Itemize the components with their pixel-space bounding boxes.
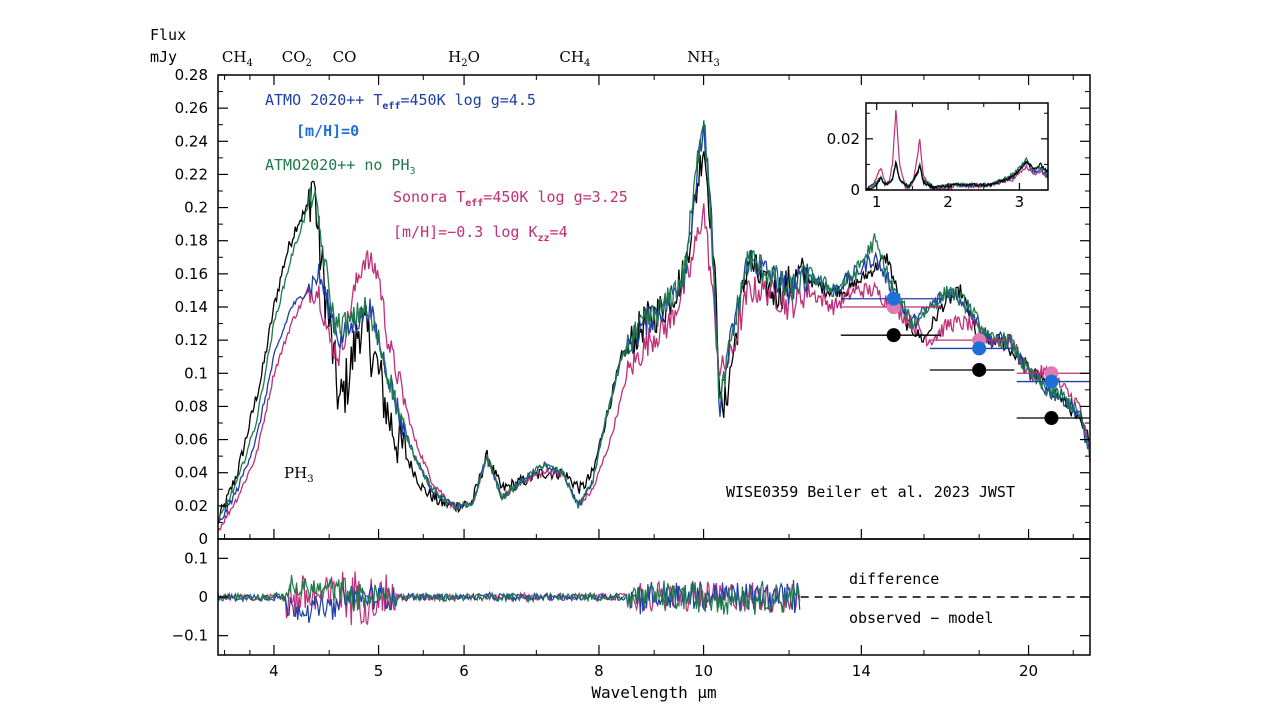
atmo-label: ATMO 2020++ Teff=450K log g=4.5: [265, 91, 536, 112]
y-tick-label: 0.28: [175, 66, 208, 84]
ph3-label: PH3: [284, 464, 314, 485]
y-tick-label: 0.18: [175, 232, 208, 250]
atmo-metallicity-label: [m/H]=0: [296, 122, 359, 140]
photometry-point-observed-21: [1044, 411, 1059, 426]
photometry-point-atmo-15: [886, 291, 901, 306]
inset-ticks: 1 2 3 0 0.02: [827, 103, 1048, 211]
inset-frame: [865, 102, 1049, 191]
y-tick-label: 0.12: [175, 331, 208, 349]
photometry-point-atmo-18: [972, 341, 987, 356]
x-tick-label: 6: [459, 662, 469, 680]
residual-panel: 0.1 0 −0.1 4 5 6 8 10 14 20: [172, 538, 1091, 680]
inset-line-observed: [866, 159, 1049, 191]
residual-x-ticks: 4 5 6 8 10 14 20: [224, 645, 1074, 680]
inset-y-tick-label: 0: [850, 181, 860, 199]
y-tick-label: 0.06: [175, 431, 208, 449]
sonora-label: Sonora Teff=450K log g=3.25: [393, 188, 628, 209]
y-tick-label: 0.2: [184, 199, 208, 217]
y-axis-ticks: 0 0.02 0.04 0.06 0.08 0.1 0.12 0.14 0.16 0.18 0.2 0…: [175, 66, 1090, 548]
x-tick-label: 14: [852, 662, 871, 680]
molecule-label: CH4: [222, 48, 253, 69]
spectrum-panel: 0 0.02 0.04 0.06 0.08 0.1 0.12 0.14 0.16 0.18 0.2 0…: [175, 66, 1091, 548]
inset-x-tick-label: 2: [943, 193, 953, 211]
y-tick-label: 0.02: [175, 497, 208, 515]
y-tick-label: 0: [198, 530, 208, 548]
inset-y-tick-label: 0.02: [827, 130, 860, 148]
residual-line-atmo_no_ph3: [217, 574, 801, 616]
residual-y-tick-label: 0: [198, 588, 208, 606]
y-tick-label: 0.16: [175, 265, 208, 283]
series-line-sonora: [217, 203, 1091, 532]
inset-x-tick-label: 1: [872, 193, 882, 211]
molecule-label: CO2: [282, 48, 312, 69]
y-axis-label-line2: mJy: [150, 48, 177, 66]
series-line-atmo_no_ph3: [217, 122, 1091, 523]
molecule-label: H2O: [448, 48, 480, 69]
sonora-metallicity-label: [m/H]=−0.3 log Kzz=4: [393, 223, 568, 244]
photometry-point-observed-18: [972, 362, 987, 377]
residual-y-tick-label: −0.1: [172, 627, 208, 645]
residual-label-difference: difference: [849, 570, 939, 588]
y-tick-label: 0.14: [175, 298, 208, 316]
x-tick-label: 8: [594, 662, 604, 680]
residual-series: [217, 571, 1090, 626]
x-axis-label: Wavelength µm: [591, 683, 716, 702]
x-axis-ticks: [224, 75, 1074, 539]
y-tick-label: 0.08: [175, 397, 208, 415]
source-label: WISE0359 Beiler et al. 2023 JWST: [726, 483, 1015, 501]
molecule-label: NH3: [687, 48, 720, 69]
inset-panel: 1 2 3 0 0.02: [827, 102, 1049, 211]
y-tick-label: 0.26: [175, 99, 208, 117]
residual-y-ticks: 0.1 0 −0.1: [172, 549, 1090, 645]
x-tick-label: 5: [374, 662, 384, 680]
molecule-label: CO: [333, 48, 357, 66]
x-tick-label: 20: [1019, 662, 1038, 680]
y-axis-label-line1: Flux: [150, 26, 186, 44]
inset-x-tick-label: 3: [1015, 193, 1025, 211]
molecule-label: CH4: [559, 48, 590, 69]
inset-series: [865, 110, 1049, 192]
y-tick-label: 0.04: [175, 464, 208, 482]
y-tick-label: 0.24: [175, 132, 208, 150]
y-tick-label: 0.1: [184, 364, 208, 382]
spectrum-series: [217, 120, 1091, 532]
residual-y-tick-label: 0.1: [184, 549, 208, 567]
y-tick-label: 0.22: [175, 165, 208, 183]
photometry-point-atmo-21: [1044, 374, 1059, 389]
x-tick-label: 10: [694, 662, 713, 680]
residual-label-observed-minus-model: observed − model: [849, 609, 994, 627]
photometry-point-observed-15: [886, 328, 901, 343]
photometry-points: [840, 291, 1090, 426]
x-tick-label: 4: [269, 662, 279, 680]
molecule-labels: CH4 CO2 CO H2O CH4 NH3: [222, 48, 720, 69]
atmo-no-ph3-label: ATMO2020++ no PH3: [265, 156, 416, 177]
